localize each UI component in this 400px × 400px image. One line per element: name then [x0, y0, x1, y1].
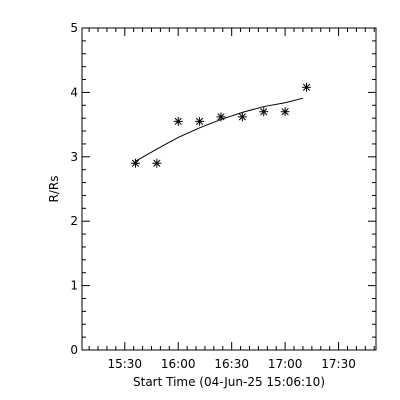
data-point	[130, 158, 140, 168]
data-point	[173, 116, 183, 126]
y-tick-label: 2	[70, 214, 78, 228]
data-points	[130, 82, 312, 168]
x-tick-label: 15:30	[107, 357, 142, 371]
y-tick-label: 0	[70, 343, 78, 357]
data-point	[195, 116, 205, 126]
data-point	[280, 107, 290, 117]
y-axis-label: R/Rs	[47, 176, 61, 203]
x-tick-label: 17:00	[268, 357, 303, 371]
x-tick-label: 16:00	[161, 357, 196, 371]
x-tick-label: 17:30	[321, 357, 356, 371]
y-tick-label: 4	[70, 85, 78, 99]
data-point	[152, 158, 162, 168]
data-point	[237, 112, 247, 122]
y-axis-tick-labels: 0 1 2 3 4 5	[70, 21, 78, 357]
x-axis-tick-labels: 15:30 16:00 16:30 17:00 17:30	[107, 357, 355, 371]
data-point	[302, 82, 312, 92]
x-axis-label: Start Time (04-Jun-25 15:06:10)	[133, 375, 325, 389]
data-point	[259, 107, 269, 117]
y-axis-ticks	[82, 27, 376, 351]
x-tick-label: 16:30	[214, 357, 249, 371]
y-tick-label: 5	[70, 21, 78, 35]
plot-frame	[81, 27, 377, 351]
x-axis-ticks	[88, 28, 375, 350]
data-point	[216, 112, 226, 122]
y-tick-label: 3	[70, 150, 78, 164]
y-tick-label: 1	[70, 279, 78, 293]
